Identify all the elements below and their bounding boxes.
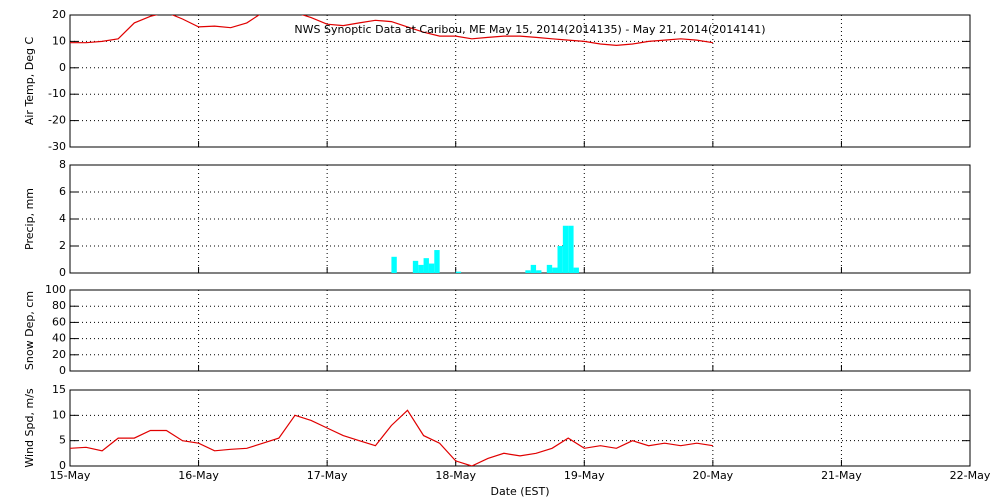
data-line	[70, 15, 713, 47]
y-axis-label: Snow Dep, cm	[23, 291, 36, 370]
bar	[568, 225, 574, 273]
x-tick-label: 15-May	[50, 469, 91, 482]
x-tick-label: 18-May	[435, 469, 476, 482]
data-line	[70, 409, 713, 466]
x-axis-label: Date (EST)	[490, 485, 549, 498]
y-tick-label: 0	[59, 266, 66, 279]
bar	[562, 225, 569, 273]
y-tick-label: 10	[52, 408, 66, 421]
x-tick-label: 21-May	[821, 469, 862, 482]
x-tick-label: 20-May	[692, 469, 733, 482]
y-tick-label: 2	[59, 239, 66, 252]
y-tick-label: -30	[48, 140, 66, 153]
y-tick-label: 8	[59, 158, 66, 171]
bar	[557, 246, 563, 273]
bar	[455, 271, 462, 273]
bar	[418, 264, 424, 273]
x-tick-label: 19-May	[564, 469, 605, 482]
y-axis-label: Air Temp, Deg C	[23, 37, 36, 126]
y-tick-label: 100	[45, 283, 66, 296]
y-tick-label: 6	[59, 185, 66, 198]
y-tick-label: 0	[59, 364, 66, 377]
bar	[412, 260, 419, 273]
y-tick-label: 0	[59, 459, 66, 472]
y-tick-label: 20	[52, 8, 66, 21]
bar	[552, 267, 558, 273]
bar	[573, 267, 579, 273]
y-tick-label: 0	[59, 61, 66, 74]
y-tick-label: -20	[48, 114, 66, 127]
y-tick-label: 60	[52, 315, 66, 328]
bar	[525, 270, 531, 273]
y-tick-label: -10	[48, 87, 66, 100]
bar	[530, 264, 537, 273]
bar	[434, 250, 440, 273]
y-tick-label: 5	[59, 434, 66, 447]
y-axis-label: Wind Spd, m/s	[23, 388, 36, 468]
panel-frame	[69, 289, 971, 372]
y-tick-label: 4	[59, 212, 66, 225]
y-tick-label: 80	[52, 299, 66, 312]
chart-title: NWS Synoptic Data at Caribou, ME May 15,…	[294, 23, 765, 36]
y-tick-label: 10	[52, 34, 66, 47]
x-tick-label: 17-May	[307, 469, 348, 482]
y-tick-label: 15	[52, 383, 66, 396]
bar	[391, 256, 397, 273]
bar	[423, 258, 429, 273]
y-axis-label: Precip, mm	[23, 188, 36, 250]
x-tick-label: 16-May	[178, 469, 219, 482]
panel-frame	[69, 389, 971, 467]
bar	[546, 264, 553, 273]
y-tick-label: 20	[52, 348, 66, 361]
x-tick-label: 22-May	[950, 469, 991, 482]
y-tick-label: 40	[52, 332, 66, 345]
bar	[428, 263, 435, 273]
bar	[536, 270, 542, 273]
panel-frame	[69, 14, 971, 148]
